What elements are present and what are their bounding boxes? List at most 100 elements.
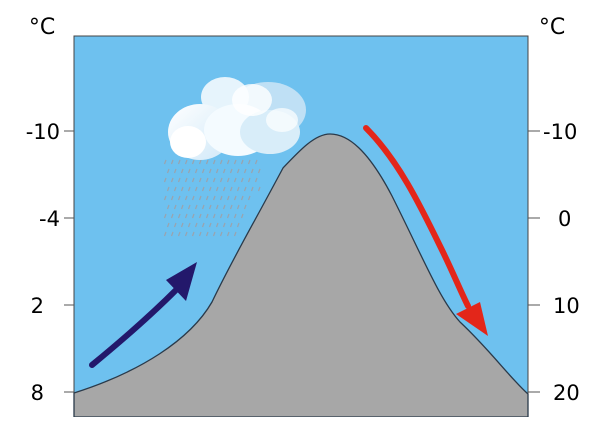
rain-streak bbox=[240, 195, 244, 201]
rain-streak bbox=[215, 222, 219, 228]
rain-streak bbox=[250, 186, 254, 192]
rain-streak bbox=[194, 168, 198, 174]
rain-streak bbox=[194, 222, 198, 228]
rain-streak bbox=[191, 231, 195, 237]
rain-streak bbox=[166, 204, 170, 210]
rain-streak bbox=[212, 159, 216, 165]
rain-streak bbox=[212, 177, 216, 183]
rain-streak bbox=[201, 168, 205, 174]
rain-streak bbox=[222, 222, 226, 228]
rain-streak bbox=[187, 186, 191, 192]
rain-streak bbox=[243, 204, 247, 210]
rain-streak bbox=[180, 204, 184, 210]
rain-streak bbox=[222, 204, 226, 210]
rain-streak bbox=[191, 159, 195, 165]
rain-streak bbox=[247, 159, 251, 165]
rain-streak bbox=[166, 186, 170, 192]
rain-streak bbox=[184, 213, 188, 219]
rain-streak bbox=[194, 186, 198, 192]
rain-streak bbox=[198, 213, 202, 219]
rain-streak bbox=[212, 195, 216, 201]
rain-streak bbox=[222, 186, 226, 192]
rain-streak bbox=[236, 186, 240, 192]
rain-streak bbox=[240, 159, 244, 165]
rain-streak bbox=[229, 186, 233, 192]
rain-streak bbox=[233, 195, 237, 201]
rain-streak bbox=[254, 177, 258, 183]
right-tick-label: 0 bbox=[558, 207, 571, 231]
rain-icon bbox=[163, 159, 261, 237]
right-tick-label: -10 bbox=[543, 120, 577, 144]
rain-streak bbox=[201, 204, 205, 210]
rain-streak bbox=[180, 186, 184, 192]
rain-streak bbox=[177, 159, 181, 165]
rain-streak bbox=[219, 213, 223, 219]
rain-streak bbox=[163, 231, 167, 237]
rain-streak bbox=[187, 168, 191, 174]
rain-streak bbox=[233, 177, 237, 183]
rain-streak bbox=[173, 204, 177, 210]
left-tick-label: -4 bbox=[39, 207, 60, 231]
rain-streak bbox=[229, 222, 233, 228]
rain-streak bbox=[184, 195, 188, 201]
right-tick-label: 20 bbox=[553, 381, 580, 405]
rain-streak bbox=[226, 159, 230, 165]
rain-streak bbox=[229, 204, 233, 210]
rain-streak bbox=[254, 159, 258, 165]
rain-streak bbox=[205, 231, 209, 237]
rain-streak bbox=[240, 177, 244, 183]
rain-streak bbox=[163, 195, 167, 201]
rain-streak bbox=[198, 177, 202, 183]
rain-streak bbox=[233, 231, 237, 237]
rain-streak bbox=[208, 186, 212, 192]
rain-streak bbox=[205, 177, 209, 183]
rain-streak bbox=[219, 231, 223, 237]
rain-streak bbox=[243, 186, 247, 192]
cloud-icon bbox=[168, 77, 306, 160]
rain-streak bbox=[166, 222, 170, 228]
right-axis: °C -10 0 10 20 bbox=[528, 15, 580, 405]
rain-streak bbox=[170, 195, 174, 201]
rain-streak bbox=[236, 168, 240, 174]
left-tick-label: -10 bbox=[26, 120, 60, 144]
rain-streak bbox=[226, 213, 230, 219]
rain-streak bbox=[205, 159, 209, 165]
rain-streak bbox=[173, 222, 177, 228]
rain-streak bbox=[222, 168, 226, 174]
right-axis-unit: °C bbox=[539, 15, 565, 40]
rain-streak bbox=[177, 231, 181, 237]
rain-streak bbox=[163, 213, 167, 219]
rain-streak bbox=[236, 222, 240, 228]
rain-streak bbox=[233, 213, 237, 219]
rain-streak bbox=[177, 177, 181, 183]
left-tick-label: 2 bbox=[31, 294, 44, 318]
rain-streak bbox=[215, 186, 219, 192]
rain-streak bbox=[219, 159, 223, 165]
rain-streak bbox=[208, 168, 212, 174]
rain-streak bbox=[236, 204, 240, 210]
rain-streak bbox=[247, 195, 251, 201]
rain-streak bbox=[257, 168, 261, 174]
rain-streak bbox=[208, 204, 212, 210]
rain-streak bbox=[170, 213, 174, 219]
rain-streak bbox=[208, 222, 212, 228]
rain-streak bbox=[212, 213, 216, 219]
rain-streak bbox=[187, 222, 191, 228]
arrow-up-right-icon bbox=[89, 262, 197, 368]
rain-streak bbox=[215, 204, 219, 210]
left-axis-unit: °C bbox=[29, 15, 55, 40]
rain-streak bbox=[198, 231, 202, 237]
rain-streak bbox=[166, 168, 170, 174]
rain-streak bbox=[198, 159, 202, 165]
rain-streak bbox=[219, 195, 223, 201]
rain-streak bbox=[198, 195, 202, 201]
arrow-down-right-icon bbox=[363, 125, 488, 336]
rain-streak bbox=[250, 168, 254, 174]
rain-streak bbox=[194, 204, 198, 210]
rain-streak bbox=[187, 204, 191, 210]
rain-streak bbox=[212, 231, 216, 237]
rain-streak bbox=[163, 177, 167, 183]
rain-streak bbox=[229, 168, 233, 174]
rain-streak bbox=[191, 213, 195, 219]
